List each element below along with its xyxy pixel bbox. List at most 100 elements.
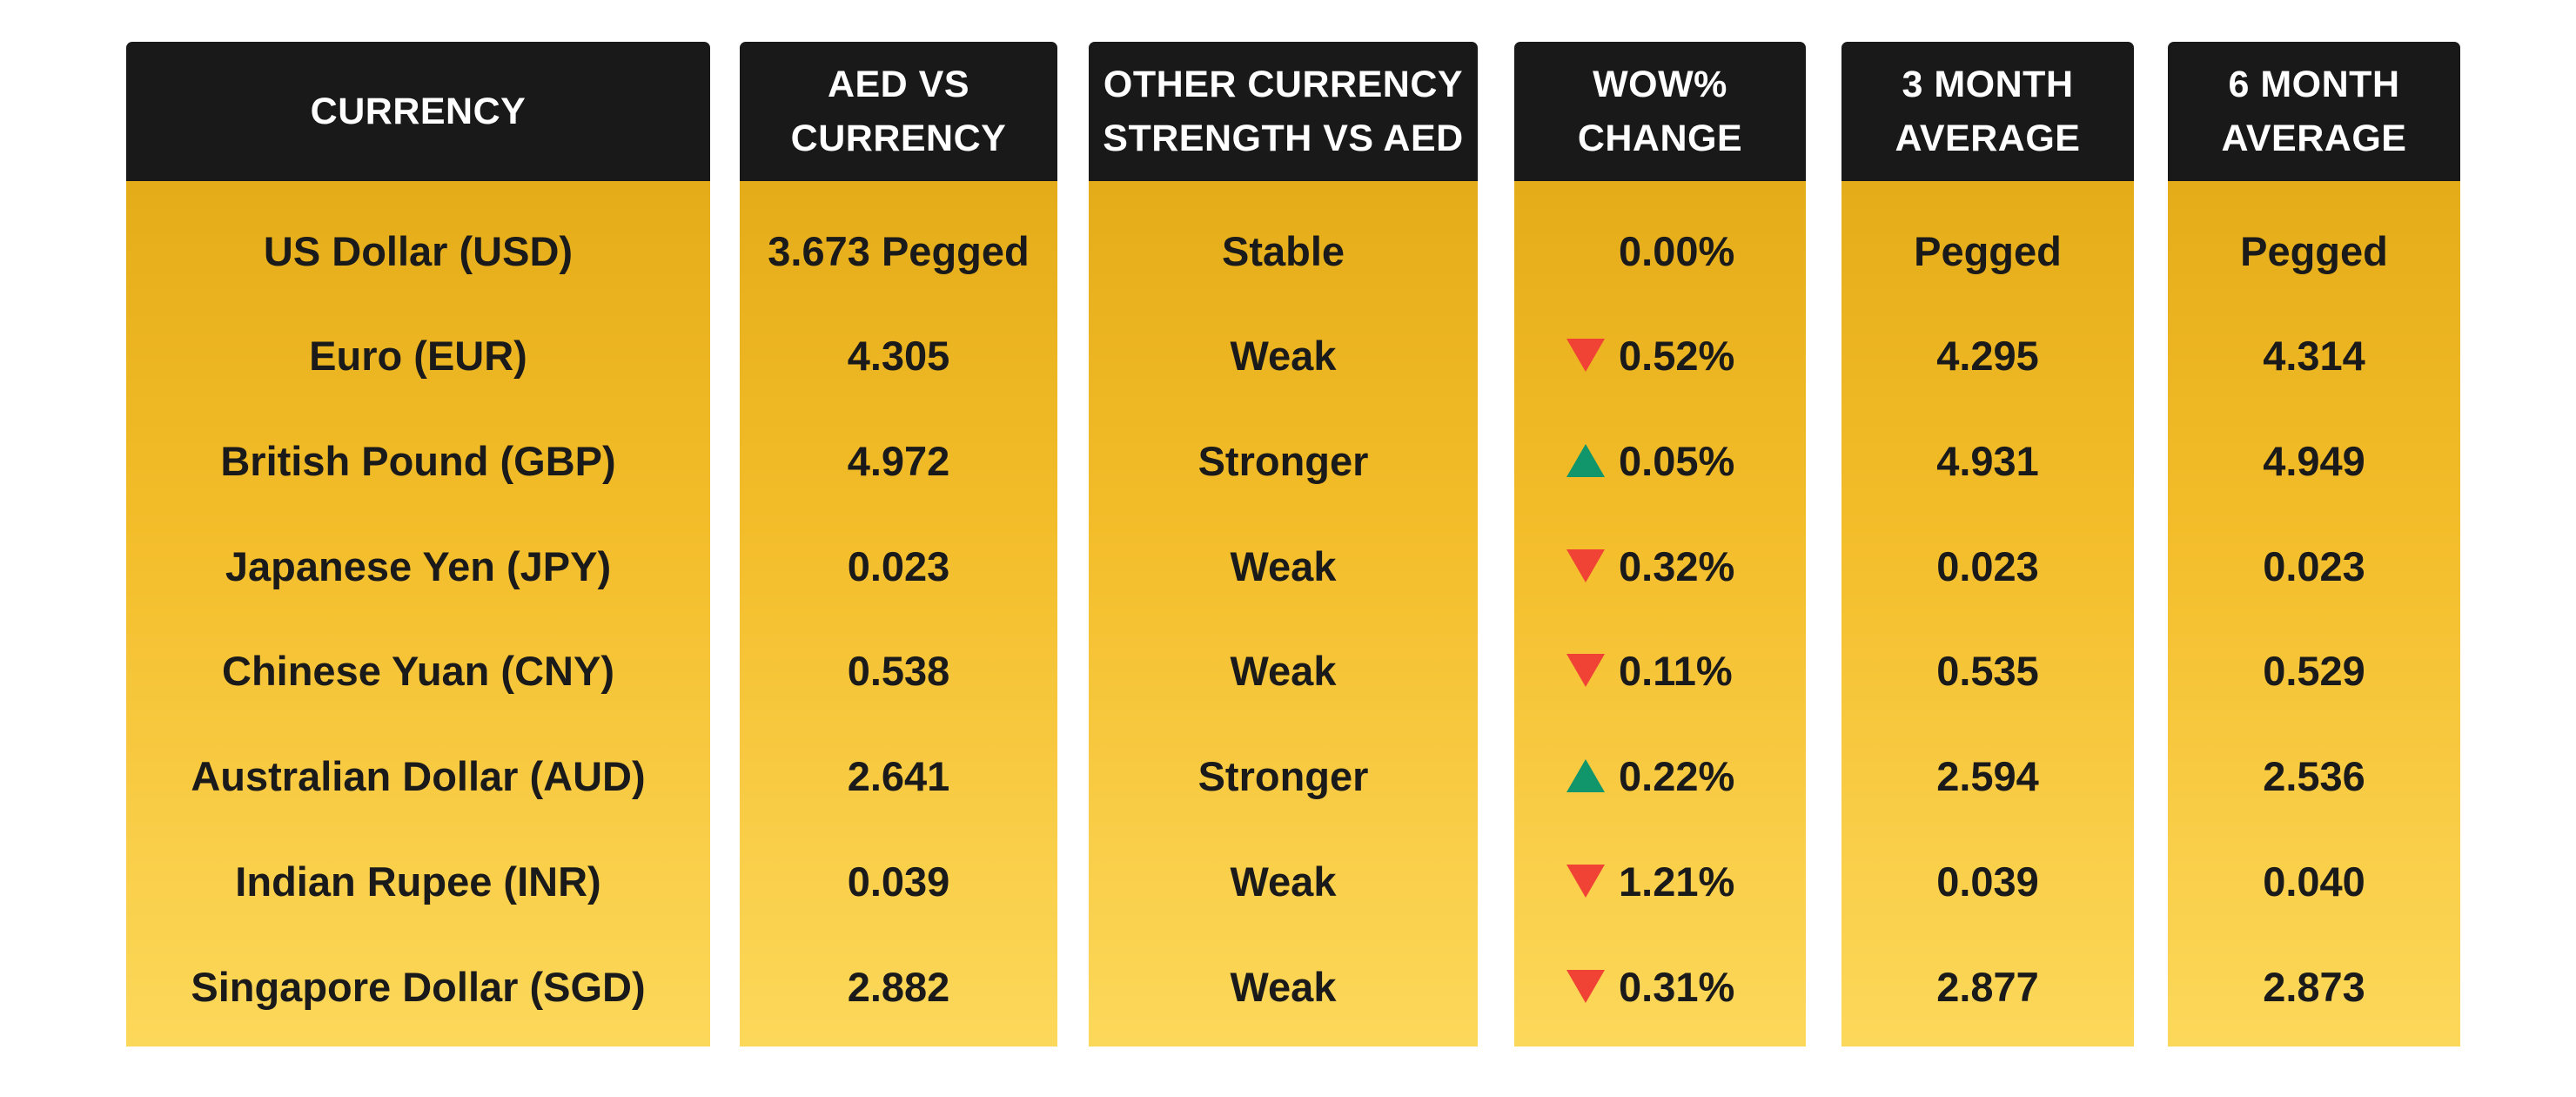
table-cell-strength: Weak bbox=[1089, 846, 1478, 916]
table-cell-aed_vs: 4.305 bbox=[740, 320, 1057, 390]
column-body-strength: Stable Weak Stronger Weak Weak Stronger Weak We… bbox=[1089, 181, 1478, 1047]
cell-value: 0.529 bbox=[2263, 647, 2365, 694]
table-cell-strength: Stable bbox=[1089, 216, 1478, 286]
cell-value: 0.023 bbox=[2263, 542, 2365, 589]
table-cell-currency: Indian Rupee (INR) bbox=[126, 846, 710, 916]
cell-value: 0.22% bbox=[1619, 752, 1735, 799]
table-cell-aed_vs: 2.641 bbox=[740, 741, 1057, 811]
down-triangle-icon bbox=[1566, 970, 1605, 1003]
cell-value: Weak bbox=[1230, 647, 1337, 694]
cell-value: 2.641 bbox=[847, 752, 950, 799]
cell-value: Chinese Yuan (CNY) bbox=[222, 647, 614, 694]
cell-value: 0.05% bbox=[1619, 437, 1735, 484]
column-header-wow: WOW% CHANGE bbox=[1514, 42, 1806, 181]
cell-value: 0.040 bbox=[2263, 858, 2365, 905]
cell-value: 0.023 bbox=[1936, 542, 2039, 589]
column-currency: CURRENCY US Dollar (USD) Euro (EUR) British… bbox=[126, 42, 710, 1047]
column-aed_vs: AED VS CURRENCY 3.673 Pegged 4.305 4.972 0.02… bbox=[740, 42, 1057, 1047]
cell-value: Pegged bbox=[1914, 227, 2062, 274]
cell-value: Australian Dollar (AUD) bbox=[191, 752, 646, 799]
down-triangle-icon bbox=[1566, 865, 1605, 898]
table-cell-strength: Stronger bbox=[1089, 426, 1478, 495]
column-header-strength: OTHER CURRENCY STRENGTH VS AED bbox=[1089, 42, 1478, 181]
table-cell-currency: Chinese Yuan (CNY) bbox=[126, 636, 710, 705]
cell-value: 4.314 bbox=[2263, 332, 2365, 379]
table-cell-wow: 0.22% bbox=[1514, 741, 1806, 811]
table-cell-currency: US Dollar (USD) bbox=[126, 216, 710, 286]
column-avg6: 6 MONTH AVERAGE Pegged 4.314 4.949 0.023 0.529… bbox=[2168, 42, 2460, 1047]
column-header-text: AVERAGE bbox=[2221, 118, 2407, 159]
cell-value: 0.31% bbox=[1619, 963, 1735, 1010]
table-cell-wow: 0.52% bbox=[1514, 320, 1806, 390]
cell-value: Singapore Dollar (SGD) bbox=[191, 963, 646, 1010]
table-cell-avg3: 4.295 bbox=[1841, 320, 2134, 390]
cell-value: 0.039 bbox=[847, 858, 950, 905]
table-cell-avg6: 4.314 bbox=[2168, 320, 2460, 390]
table-cell-avg3: 0.023 bbox=[1841, 531, 2134, 601]
column-avg3: 3 MONTH AVERAGE Pegged 4.295 4.931 0.023 0.535… bbox=[1841, 42, 2134, 1047]
column-header-text: AED VS bbox=[827, 64, 970, 105]
cell-value: 0.039 bbox=[1936, 858, 2039, 905]
cell-value: 0.52% bbox=[1619, 332, 1735, 379]
cell-value: Pegged bbox=[2240, 227, 2388, 274]
cell-value: Weak bbox=[1230, 858, 1337, 905]
table-cell-wow: 1.21% bbox=[1514, 846, 1806, 916]
table-cell-avg3: 0.535 bbox=[1841, 636, 2134, 705]
table-cell-aed_vs: 2.882 bbox=[740, 952, 1057, 1021]
cell-value: Japanese Yen (JPY) bbox=[225, 542, 612, 589]
table-cell-aed_vs: 0.039 bbox=[740, 846, 1057, 916]
table-cell-wow: 0.11% bbox=[1514, 636, 1806, 705]
cell-value: Stronger bbox=[1197, 437, 1369, 484]
cell-value: Weak bbox=[1230, 542, 1337, 589]
cell-value: Indian Rupee (INR) bbox=[235, 858, 601, 905]
table-cell-currency: Singapore Dollar (SGD) bbox=[126, 952, 710, 1021]
cell-value: US Dollar (USD) bbox=[263, 227, 574, 274]
column-body-wow: 0.00% 0.52% 0.05% 0.32% 0.11% 0.22% 1.21% 0.31% bbox=[1514, 181, 1806, 1047]
cell-value: 0.023 bbox=[847, 542, 950, 589]
table-cell-currency: Euro (EUR) bbox=[126, 320, 710, 390]
table-cell-strength: Weak bbox=[1089, 320, 1478, 390]
column-header-text: OTHER CURRENCY bbox=[1103, 64, 1464, 105]
cell-value: 0.535 bbox=[1936, 647, 2039, 694]
table-cell-currency: Australian Dollar (AUD) bbox=[126, 741, 710, 811]
table-cell-avg6: 4.949 bbox=[2168, 426, 2460, 495]
cell-value: 1.21% bbox=[1619, 858, 1735, 905]
down-triangle-icon bbox=[1566, 339, 1605, 372]
cell-value: 2.594 bbox=[1936, 752, 2039, 799]
column-body-aed_vs: 3.673 Pegged 4.305 4.972 0.023 0.538 2.641 0.0… bbox=[740, 181, 1057, 1047]
cell-value: 4.295 bbox=[1936, 332, 2039, 379]
column-strength: OTHER CURRENCY STRENGTH VS AED Stable Weak S… bbox=[1089, 42, 1478, 1047]
column-header-text: 3 MONTH bbox=[1902, 64, 2074, 105]
column-header-text: WOW% bbox=[1593, 64, 1727, 105]
cell-value: Stronger bbox=[1197, 752, 1369, 799]
column-header-text: 6 MONTH bbox=[2228, 64, 2400, 105]
table-cell-avg3: 4.931 bbox=[1841, 426, 2134, 495]
column-wow: WOW% CHANGE 0.00% 0.52% 0.05% 0.32% 0.11% 0.22%… bbox=[1514, 42, 1806, 1047]
table-cell-currency: British Pound (GBP) bbox=[126, 426, 710, 495]
cell-value: 3.673 Pegged bbox=[768, 227, 1030, 274]
cell-value: 2.877 bbox=[1936, 963, 2039, 1010]
table-cell-strength: Weak bbox=[1089, 531, 1478, 601]
column-header-currency: CURRENCY bbox=[126, 42, 710, 181]
table-cell-currency: Japanese Yen (JPY) bbox=[126, 531, 710, 601]
cell-value: 2.873 bbox=[2263, 963, 2365, 1010]
table-cell-wow: 0.05% bbox=[1514, 426, 1806, 495]
column-header-text: STRENGTH VS AED bbox=[1103, 118, 1464, 159]
cell-value: 4.949 bbox=[2263, 437, 2365, 484]
cell-value: 4.305 bbox=[847, 332, 950, 379]
down-triangle-icon bbox=[1566, 549, 1605, 582]
column-header-avg3: 3 MONTH AVERAGE bbox=[1841, 42, 2134, 181]
table-cell-aed_vs: 3.673 Pegged bbox=[740, 216, 1057, 286]
cell-value: 0.32% bbox=[1619, 542, 1735, 589]
table-cell-avg6: 0.040 bbox=[2168, 846, 2460, 916]
column-header-aed_vs: AED VS CURRENCY bbox=[740, 42, 1057, 181]
table-cell-strength: Stronger bbox=[1089, 741, 1478, 811]
cell-value: 0.00% bbox=[1619, 227, 1735, 274]
cell-value: 4.931 bbox=[1936, 437, 2039, 484]
table-cell-avg3: Pegged bbox=[1841, 216, 2134, 286]
table-cell-aed_vs: 4.972 bbox=[740, 426, 1057, 495]
up-triangle-icon bbox=[1566, 444, 1605, 477]
cell-value: 2.882 bbox=[847, 963, 950, 1010]
cell-value: Weak bbox=[1230, 963, 1337, 1010]
table-cell-strength: Weak bbox=[1089, 952, 1478, 1021]
